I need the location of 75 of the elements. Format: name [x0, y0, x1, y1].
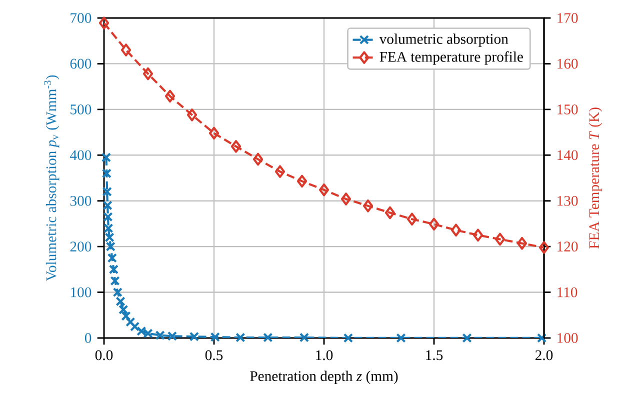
y2-tick-label: 120	[558, 242, 578, 252]
point	[118, 304, 128, 314]
y2-tick-label: 110	[558, 287, 578, 298]
y2-axis-title: FEA Temperature T (K)	[588, 108, 602, 249]
y-tick-label: 700	[70, 13, 92, 23]
point	[101, 152, 112, 162]
point	[299, 332, 310, 342]
point	[103, 212, 113, 222]
point	[167, 331, 178, 341]
point	[230, 140, 242, 153]
y-tick-label: 600	[70, 58, 92, 69]
point	[106, 242, 116, 252]
point	[318, 183, 330, 196]
y2-tick-label: 100	[558, 333, 578, 343]
point	[462, 333, 472, 343]
point	[396, 333, 406, 343]
point	[362, 199, 374, 212]
point	[450, 224, 462, 237]
point	[130, 322, 140, 332]
y2-tick-label: 150	[558, 104, 578, 114]
point	[121, 311, 131, 321]
point	[108, 264, 119, 274]
point	[236, 332, 246, 342]
y-tick-label: 200	[70, 242, 92, 252]
point	[112, 287, 122, 298]
y-tick-label: 0	[84, 333, 92, 343]
x-tick-label: 2.0	[535, 350, 553, 360]
point	[208, 126, 220, 140]
point	[164, 90, 176, 103]
y-tick-label: 300	[70, 196, 92, 206]
point	[274, 165, 286, 178]
y-tick-label: 500	[70, 104, 92, 114]
point	[516, 236, 528, 250]
point	[494, 232, 506, 246]
point	[189, 332, 200, 342]
point	[406, 212, 418, 226]
point	[98, 16, 110, 30]
y2-tick-label: 160	[558, 58, 578, 69]
point	[296, 174, 308, 188]
y2-tick-label: 130	[558, 196, 578, 206]
point	[472, 228, 484, 242]
legend-label: volumetric absorption	[379, 34, 508, 47]
y-tick-label: 400	[70, 150, 92, 160]
point	[110, 276, 120, 286]
point	[104, 232, 114, 242]
x-tick-label: 1.0	[316, 350, 333, 360]
point	[252, 152, 264, 166]
x-tick-label: 0.0	[95, 350, 113, 360]
legend-label: FEA temperature profile	[380, 51, 523, 65]
point	[102, 186, 112, 197]
point	[102, 200, 112, 210]
point	[107, 253, 117, 263]
point	[186, 108, 198, 122]
x-axis-title: Penetration depth z (mm)	[250, 370, 398, 384]
y-tick-label: 100	[71, 287, 92, 298]
x-tick-label: 1.5	[426, 350, 443, 360]
y-axis-title: Volumetric absorption p$_{v}$ (Wmm$^{-3}$)	[44, 75, 60, 282]
point	[210, 332, 220, 342]
point	[104, 223, 114, 234]
point	[340, 192, 352, 206]
y2-tick-label: 140	[558, 150, 578, 160]
point	[126, 317, 136, 327]
point	[142, 67, 154, 80]
point	[343, 333, 354, 343]
point	[102, 168, 112, 178]
point	[155, 330, 165, 340]
point	[263, 332, 273, 342]
point	[384, 206, 396, 220]
point	[428, 218, 440, 231]
point	[116, 296, 126, 306]
x-tick-label: 0.5	[205, 350, 223, 360]
point	[536, 333, 547, 343]
point	[538, 241, 550, 254]
y2-tick-label: 170	[558, 13, 578, 23]
point	[120, 44, 132, 56]
